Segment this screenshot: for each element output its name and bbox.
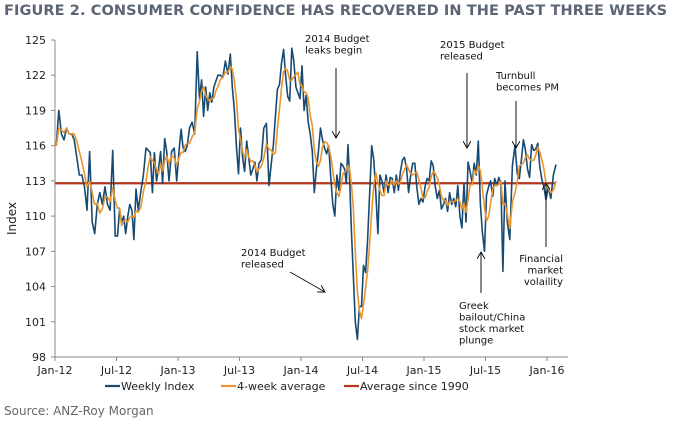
- y-tick-label: 110: [25, 210, 46, 223]
- annotation-text: stock market: [459, 324, 524, 335]
- y-tick-label: 116: [25, 140, 46, 153]
- annotation-text: released: [440, 52, 483, 63]
- y-tick-label: 122: [25, 69, 46, 82]
- x-tick-label: Jan-15: [406, 364, 442, 377]
- x-tick-label: Jul-12: [100, 364, 132, 377]
- y-tick-label: 101: [25, 316, 46, 329]
- y-axis-label: Index: [5, 202, 19, 235]
- x-tick-label: Jan-14: [283, 364, 319, 377]
- legend-label: Weekly Index: [121, 380, 195, 393]
- y-tick-label: 113: [25, 175, 46, 188]
- annotation-text: 2015 Budget: [440, 40, 505, 51]
- y-tick-label: 125: [25, 34, 46, 47]
- x-tick-label: Jul-15: [469, 364, 501, 377]
- annotation-arrow: [289, 271, 325, 292]
- y-tick-label: 104: [25, 281, 46, 294]
- four-week-average-line: [55, 65, 557, 320]
- x-tick-label: Jan-13: [160, 364, 196, 377]
- annotation-text: plunge: [459, 336, 493, 347]
- annotation-text: Financial: [519, 254, 563, 265]
- annotation-text: leaks begin: [305, 46, 362, 57]
- x-tick-label: Jan-16: [529, 364, 565, 377]
- x-tick-label: Jan-12: [37, 364, 73, 377]
- y-tick-label: 119: [25, 104, 46, 117]
- annotation-text: 2014 Budget: [241, 248, 306, 259]
- y-tick-label: 98: [32, 351, 46, 364]
- annotation-text: 2014 Budget: [305, 34, 370, 45]
- y-tick-label: 107: [25, 245, 46, 258]
- annotation-text: released: [241, 260, 284, 271]
- chart-title: FIGURE 2. CONSUMER CONFIDENCE HAS RECOVE…: [4, 3, 668, 19]
- annotation-text: Turnbull: [495, 71, 535, 82]
- legend-label: Average since 1990: [360, 380, 469, 393]
- annotation-text: volaility: [524, 277, 563, 288]
- x-tick-label: Jul-14: [346, 364, 378, 377]
- x-tick-label: Jul-13: [223, 364, 255, 377]
- annotation-text: Greek: [459, 301, 489, 312]
- source-note: Source: ANZ-Roy Morgan: [4, 404, 154, 418]
- annotation-text: market: [528, 266, 564, 277]
- legend-label: 4-week average: [237, 380, 326, 393]
- annotation-text: becomes PM: [496, 83, 559, 94]
- annotation-text: bailout/China: [459, 313, 525, 324]
